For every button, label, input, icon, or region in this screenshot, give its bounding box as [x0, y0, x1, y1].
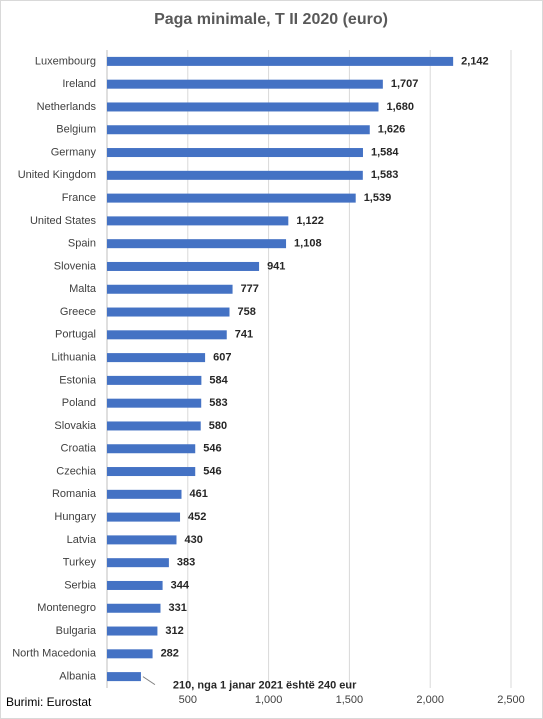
bar: [107, 330, 227, 340]
data-label: 546: [203, 443, 221, 455]
y-tick-label: Poland: [62, 397, 96, 409]
data-label: 383: [177, 557, 195, 569]
data-label: 777: [241, 283, 259, 295]
y-tick-label: Montenegro: [37, 602, 96, 614]
data-label: 758: [237, 306, 255, 318]
data-label: 580: [209, 420, 227, 432]
data-label: 941: [267, 260, 285, 272]
data-label: 1,583: [371, 169, 399, 181]
bar: [107, 307, 230, 317]
bar: [107, 649, 153, 659]
data-label: 584: [209, 374, 228, 386]
bar: [107, 261, 260, 271]
data-label: 546: [203, 465, 221, 477]
leader-line: [142, 676, 156, 686]
bar: [107, 239, 287, 249]
data-label: 312: [165, 625, 183, 637]
bar: [107, 375, 202, 385]
data-label: 1,108: [294, 238, 322, 250]
y-tick-label: Belgium: [56, 124, 96, 136]
data-label: 607: [213, 352, 231, 364]
bar: [107, 580, 163, 590]
y-tick-label: United Kingdom: [18, 169, 96, 181]
data-label: 1,539: [364, 192, 392, 204]
bar: [107, 535, 177, 545]
y-tick-label: Netherlands: [37, 101, 97, 113]
x-tick-label: 2,000: [416, 694, 444, 706]
data-label: 1,122: [296, 215, 324, 227]
data-label: 583: [209, 397, 227, 409]
data-label: 1,626: [378, 124, 406, 136]
data-label: 282: [161, 648, 179, 660]
bar: [107, 672, 141, 682]
bar: [107, 444, 196, 454]
bar: [107, 284, 233, 294]
data-label: 461: [189, 488, 207, 500]
bar: [107, 170, 363, 180]
bar: [107, 467, 196, 477]
source-note: Burimi: Eurostat: [6, 695, 92, 709]
bar: [107, 512, 181, 522]
bar: [107, 216, 289, 226]
bar: [107, 353, 206, 363]
y-tick-label: United States: [30, 215, 97, 227]
y-tick-label: Czechia: [56, 465, 97, 477]
y-tick-label: Luxembourg: [35, 55, 96, 67]
y-tick-label: Bulgaria: [56, 625, 97, 637]
y-tick-label: Turkey: [63, 557, 97, 569]
y-tick-label: Spain: [68, 238, 96, 250]
y-tick-label: Estonia: [59, 374, 97, 386]
bar: [107, 489, 182, 499]
x-tick-label: 1,500: [336, 694, 364, 706]
y-tick-label: Croatia: [61, 443, 97, 455]
data-label: 452: [188, 511, 206, 523]
data-label: 741: [235, 329, 253, 341]
data-label: 344: [171, 579, 190, 591]
y-tick-label: Albania: [59, 671, 97, 683]
bar: [107, 56, 454, 66]
bar: [107, 102, 379, 112]
bar: [107, 558, 169, 568]
bar: [107, 421, 201, 431]
y-tick-label: North Macedonia: [12, 648, 97, 660]
data-label: 1,584: [371, 146, 399, 158]
bar: [107, 603, 161, 613]
y-tick-label: Romania: [52, 488, 97, 500]
bar: [107, 79, 383, 89]
data-label: 331: [168, 602, 186, 614]
bar: [107, 148, 363, 158]
y-tick-label: Malta: [69, 283, 97, 295]
data-label: 1,680: [386, 101, 414, 113]
x-tick-label: 2,500: [497, 694, 525, 706]
y-tick-label: Germany: [51, 146, 97, 158]
bar: [107, 398, 202, 408]
chart-title: Paga minimale, T II 2020 (euro): [154, 11, 388, 28]
bar: [107, 193, 356, 203]
y-tick-label: Lithuania: [51, 352, 97, 364]
data-label: 1,707: [391, 78, 419, 90]
x-tick-label: 1,000: [255, 694, 283, 706]
y-tick-label: France: [62, 192, 96, 204]
y-tick-label: Latvia: [67, 534, 97, 546]
y-tick-label: Serbia: [64, 579, 97, 591]
y-tick-label: Ireland: [62, 78, 96, 90]
x-tick-label: 500: [179, 694, 197, 706]
data-label: 210, nga 1 janar 2021 është 240 eur: [173, 680, 357, 692]
y-tick-label: Greece: [60, 306, 96, 318]
bar: [107, 626, 158, 636]
y-tick-label: Hungary: [54, 511, 96, 523]
data-label: 430: [184, 534, 202, 546]
bar: [107, 125, 370, 135]
data-label: 2,142: [461, 55, 489, 67]
y-tick-label: Slovenia: [54, 260, 97, 272]
y-tick-label: Portugal: [55, 329, 96, 341]
y-tick-label: Slovakia: [54, 420, 96, 432]
